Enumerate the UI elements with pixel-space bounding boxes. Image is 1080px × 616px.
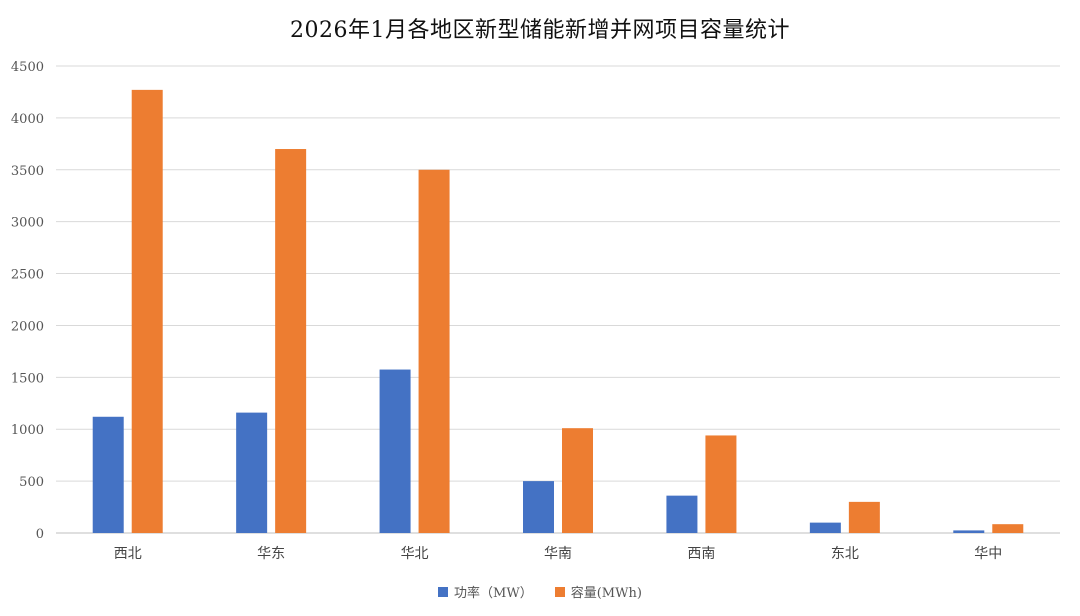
- bars: [92, 89, 1024, 533]
- y-tick-label: 2500: [11, 268, 44, 283]
- bar-capacity[interactable]: [848, 501, 880, 533]
- bar-power[interactable]: [953, 530, 985, 533]
- y-tick-label: 3500: [11, 164, 44, 179]
- x-tick-label: 华北: [401, 546, 429, 562]
- bar-power[interactable]: [809, 522, 841, 533]
- y-tick-label: 4500: [11, 60, 44, 75]
- x-tick-label: 华中: [974, 546, 1002, 562]
- x-tick-label: 西南: [687, 546, 715, 562]
- y-tick-label: 0: [36, 527, 44, 542]
- bar-power[interactable]: [523, 481, 554, 533]
- legend: 功率（MW） 容量(MWh): [0, 582, 1080, 601]
- bar-capacity[interactable]: [705, 435, 737, 533]
- y-tick-label: 4000: [11, 112, 44, 127]
- y-axis-ticks: 0 500 1000 1500 2000 2500 3000 3500 4000 4500: [11, 60, 44, 542]
- bar-power[interactable]: [92, 416, 124, 533]
- bar-power[interactable]: [666, 495, 698, 533]
- y-tick-label: 2000: [11, 319, 44, 334]
- y-tick-label: 1500: [11, 371, 44, 386]
- legend-label-power: 功率（MW）: [454, 586, 533, 601]
- bar-capacity[interactable]: [131, 89, 163, 533]
- bar-capacity[interactable]: [992, 524, 1024, 533]
- x-tick-label: 华南: [544, 546, 572, 562]
- bar-capacity[interactable]: [275, 149, 307, 533]
- legend-item-power[interactable]: 功率（MW）: [438, 582, 533, 601]
- x-axis-ticks: 西北 华东 华北 华南 西南 东北 华中: [114, 546, 1003, 562]
- y-tick-label: 3000: [11, 216, 44, 231]
- legend-item-capacity[interactable]: 容量(MWh): [554, 582, 642, 601]
- y-tick-label: 500: [19, 475, 44, 490]
- bar-capacity[interactable]: [562, 428, 593, 533]
- gridlines: [56, 65, 1060, 534]
- bar-power[interactable]: [379, 369, 411, 533]
- x-tick-label: 华东: [257, 546, 285, 562]
- x-tick-label: 东北: [831, 546, 859, 562]
- x-tick-label: 西北: [114, 546, 142, 562]
- bar-capacity[interactable]: [418, 169, 450, 533]
- legend-swatch-power: [438, 586, 449, 597]
- chart-title: 2026年1月各地区新型储能新增并网项目容量统计: [290, 18, 790, 43]
- bar-power[interactable]: [236, 412, 268, 533]
- legend-label-capacity: 容量(MWh): [570, 586, 642, 601]
- y-tick-label: 1000: [11, 423, 44, 438]
- legend-swatch-capacity: [554, 586, 565, 597]
